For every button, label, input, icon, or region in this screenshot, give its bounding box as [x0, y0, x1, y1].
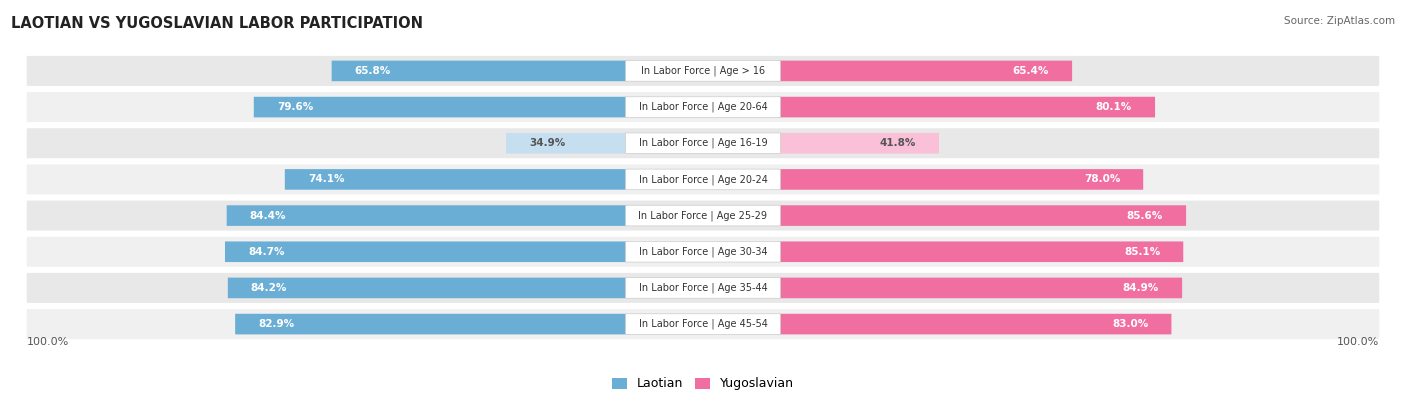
Text: 84.7%: 84.7%: [247, 247, 284, 257]
FancyBboxPatch shape: [626, 314, 780, 335]
FancyBboxPatch shape: [779, 97, 1156, 117]
Text: 65.8%: 65.8%: [354, 66, 391, 76]
Text: Source: ZipAtlas.com: Source: ZipAtlas.com: [1284, 16, 1395, 26]
Legend: Laotian, Yugoslavian: Laotian, Yugoslavian: [606, 372, 800, 395]
Text: 80.1%: 80.1%: [1095, 102, 1132, 112]
Text: In Labor Force | Age 20-64: In Labor Force | Age 20-64: [638, 102, 768, 112]
FancyBboxPatch shape: [27, 56, 1379, 86]
FancyBboxPatch shape: [228, 278, 627, 298]
Text: In Labor Force | Age 20-24: In Labor Force | Age 20-24: [638, 174, 768, 185]
FancyBboxPatch shape: [779, 133, 939, 154]
Text: In Labor Force | Age 30-34: In Labor Force | Age 30-34: [638, 246, 768, 257]
FancyBboxPatch shape: [626, 133, 780, 154]
FancyBboxPatch shape: [626, 169, 780, 190]
Text: LAOTIAN VS YUGOSLAVIAN LABOR PARTICIPATION: LAOTIAN VS YUGOSLAVIAN LABOR PARTICIPATI…: [11, 16, 423, 31]
FancyBboxPatch shape: [506, 133, 627, 154]
FancyBboxPatch shape: [626, 278, 780, 298]
Text: In Labor Force | Age 45-54: In Labor Force | Age 45-54: [638, 319, 768, 329]
Text: 78.0%: 78.0%: [1084, 175, 1121, 184]
Text: 41.8%: 41.8%: [880, 138, 915, 148]
FancyBboxPatch shape: [27, 309, 1379, 339]
Text: 84.2%: 84.2%: [250, 283, 287, 293]
Text: In Labor Force | Age 35-44: In Labor Force | Age 35-44: [638, 283, 768, 293]
Text: 85.6%: 85.6%: [1126, 211, 1163, 220]
FancyBboxPatch shape: [626, 97, 780, 117]
Text: 100.0%: 100.0%: [27, 337, 69, 346]
Text: 85.1%: 85.1%: [1123, 247, 1160, 257]
FancyBboxPatch shape: [626, 241, 780, 262]
Text: 84.4%: 84.4%: [250, 211, 287, 220]
Text: In Labor Force | Age > 16: In Labor Force | Age > 16: [641, 66, 765, 76]
Text: 74.1%: 74.1%: [308, 175, 344, 184]
Text: 83.0%: 83.0%: [1112, 319, 1149, 329]
FancyBboxPatch shape: [27, 273, 1379, 303]
FancyBboxPatch shape: [626, 205, 780, 226]
FancyBboxPatch shape: [27, 164, 1379, 194]
Text: 34.9%: 34.9%: [529, 138, 565, 148]
FancyBboxPatch shape: [226, 205, 627, 226]
Text: In Labor Force | Age 16-19: In Labor Force | Age 16-19: [638, 138, 768, 149]
FancyBboxPatch shape: [626, 60, 780, 81]
Text: 82.9%: 82.9%: [259, 319, 294, 329]
Text: 65.4%: 65.4%: [1012, 66, 1049, 76]
FancyBboxPatch shape: [779, 205, 1187, 226]
FancyBboxPatch shape: [779, 314, 1171, 335]
Text: 100.0%: 100.0%: [1337, 337, 1379, 346]
FancyBboxPatch shape: [253, 97, 627, 117]
FancyBboxPatch shape: [27, 92, 1379, 122]
FancyBboxPatch shape: [225, 241, 627, 262]
Text: 79.6%: 79.6%: [277, 102, 314, 112]
FancyBboxPatch shape: [27, 237, 1379, 267]
Text: 84.9%: 84.9%: [1123, 283, 1159, 293]
FancyBboxPatch shape: [27, 128, 1379, 158]
FancyBboxPatch shape: [779, 278, 1182, 298]
FancyBboxPatch shape: [27, 201, 1379, 231]
FancyBboxPatch shape: [235, 314, 627, 335]
FancyBboxPatch shape: [779, 60, 1073, 81]
FancyBboxPatch shape: [779, 241, 1184, 262]
Text: In Labor Force | Age 25-29: In Labor Force | Age 25-29: [638, 210, 768, 221]
FancyBboxPatch shape: [332, 60, 627, 81]
FancyBboxPatch shape: [285, 169, 627, 190]
FancyBboxPatch shape: [779, 169, 1143, 190]
